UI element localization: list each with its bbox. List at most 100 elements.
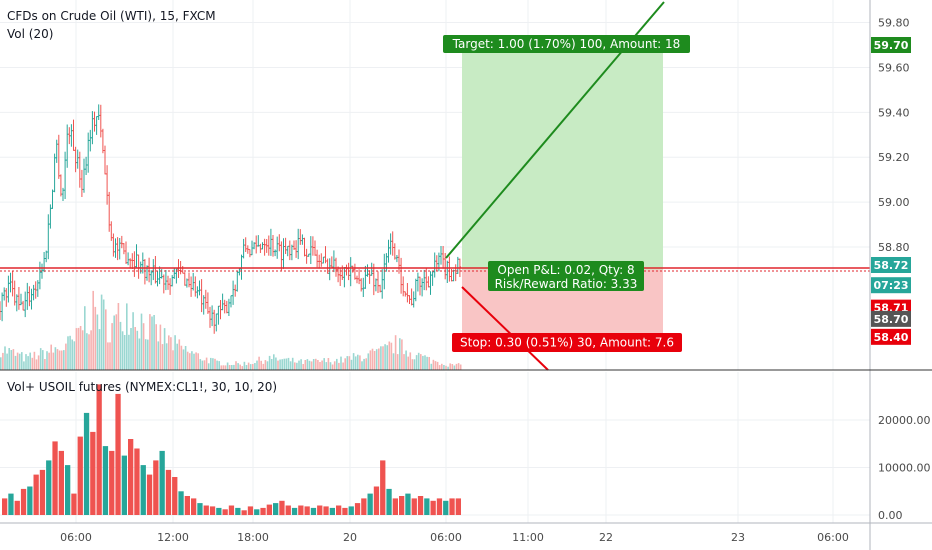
volume-bar (111, 323, 113, 370)
indicator-volume-bar (2, 498, 8, 515)
volume-bar (136, 330, 139, 370)
volume-bar (373, 351, 376, 370)
volume-bar (329, 362, 332, 370)
volume-bar (228, 365, 231, 370)
volume-bar (201, 360, 204, 370)
volume-bar (165, 343, 168, 370)
volume-bar (447, 366, 449, 370)
indicator-volume-bar (58, 450, 64, 515)
volume-bar (119, 321, 122, 370)
volume-bar (67, 336, 69, 370)
volume-bar (273, 354, 275, 370)
volume-tick-label: 10000.00 (878, 462, 931, 475)
volume-bar (428, 357, 430, 370)
volume-bar (348, 356, 351, 370)
time-tick-label: 06:00 (430, 531, 462, 544)
volume-bar (189, 353, 191, 370)
position-labels[interactable]: Target: 1.00 (1.70%) 100, Amount: 18 Open… (443, 35, 690, 352)
volume-bar (203, 360, 206, 370)
price-axis[interactable]: 59.80 59.60 59.40 59.20 59.00 58.80 (878, 17, 910, 254)
volume-bar (231, 365, 233, 370)
indicator-volume-bar (235, 507, 241, 515)
volume-bar (323, 358, 325, 370)
indicator-volume-bar (430, 500, 436, 516)
volume-bar (29, 352, 31, 370)
volume-bar (140, 313, 143, 370)
chart-title: CFDs on Crude Oil (WTI), 15, FXCM (7, 9, 216, 23)
pnl-label-text: Risk/Reward Ratio: 3.33 (495, 277, 638, 291)
volume-bar (443, 365, 445, 370)
volume-bar (321, 360, 323, 370)
vol-indicator-label: Vol (20) (7, 27, 54, 41)
volume-bar (441, 363, 443, 370)
volume-bar (48, 352, 50, 370)
volume-bar (81, 330, 84, 370)
indicator-volume-bar (247, 506, 254, 515)
volume-bar (31, 357, 34, 370)
volume-bar (199, 359, 202, 370)
volume-bar (237, 363, 239, 370)
volume-bar (235, 361, 237, 370)
indicator-volume-bar (8, 493, 14, 515)
volume-bar (424, 355, 426, 370)
volume-bar (296, 362, 298, 370)
volume-bar (88, 334, 90, 370)
indicator-volume-bar (342, 507, 348, 515)
volume-tick-label: 20000.00 (878, 414, 931, 427)
indicator-pane-label: Vol+ USOIL futures (NYMEX:CL1!, 30, 10, … (7, 380, 278, 394)
volume-bar (319, 362, 321, 370)
volume-bar (413, 359, 416, 370)
volume-bar (422, 355, 424, 370)
indicator-volume-bar (184, 496, 190, 515)
volume-bar (107, 342, 109, 370)
volume-bar (333, 361, 336, 370)
volume-bar (224, 365, 227, 370)
volume-axis[interactable]: 20000.00 10000.00 0.00 (878, 414, 931, 522)
volume-bar (302, 364, 304, 370)
price-badge (871, 328, 911, 345)
volume-bar (77, 327, 80, 370)
indicator-volume-bar (46, 460, 52, 515)
volume-bar (445, 365, 447, 370)
volume-bar (180, 345, 183, 370)
volume-bar (105, 309, 107, 370)
volume-bar (430, 363, 433, 370)
indicator-volume-bar (159, 450, 165, 515)
volume-bar (71, 339, 73, 370)
volume-bar (157, 341, 160, 370)
volume-bar (113, 315, 115, 370)
time-axis[interactable]: 06:00 12:00 18:00 20 06:00 11:00 22 23 06:00 (60, 531, 849, 544)
volume-bar (344, 358, 346, 370)
indicator-volume-bar (134, 448, 140, 515)
volume-bar (361, 361, 363, 370)
indicator-volume-bar (373, 486, 380, 515)
indicator-volume-bar (27, 486, 33, 515)
indicator-volume-bar (90, 431, 96, 515)
volume-bar (46, 351, 48, 370)
volume-bar (426, 356, 428, 370)
volume-bar (417, 352, 420, 370)
volume-bar (123, 335, 126, 370)
time-tick-label: 06:00 (60, 531, 92, 544)
volume-bar (277, 360, 279, 370)
indicator-volume-bar (386, 488, 392, 515)
price-badge (871, 37, 911, 53)
volume-bar (151, 316, 153, 370)
volume-bar (359, 355, 361, 370)
volume-bar (317, 360, 319, 370)
volume-bar (281, 359, 283, 370)
volume-bar (249, 364, 252, 370)
indicator-volume-bar (191, 498, 197, 515)
volume-bar (115, 314, 118, 370)
volume-bar (44, 359, 46, 370)
volume-bar (10, 350, 13, 370)
indicator-volume-bar (241, 510, 247, 516)
volume-bar (174, 335, 176, 370)
volume-bar (394, 335, 397, 370)
indicator-volume-bar (209, 506, 216, 515)
volume-bar (434, 361, 437, 370)
target-zone (462, 45, 663, 270)
volume-bar (149, 314, 151, 370)
